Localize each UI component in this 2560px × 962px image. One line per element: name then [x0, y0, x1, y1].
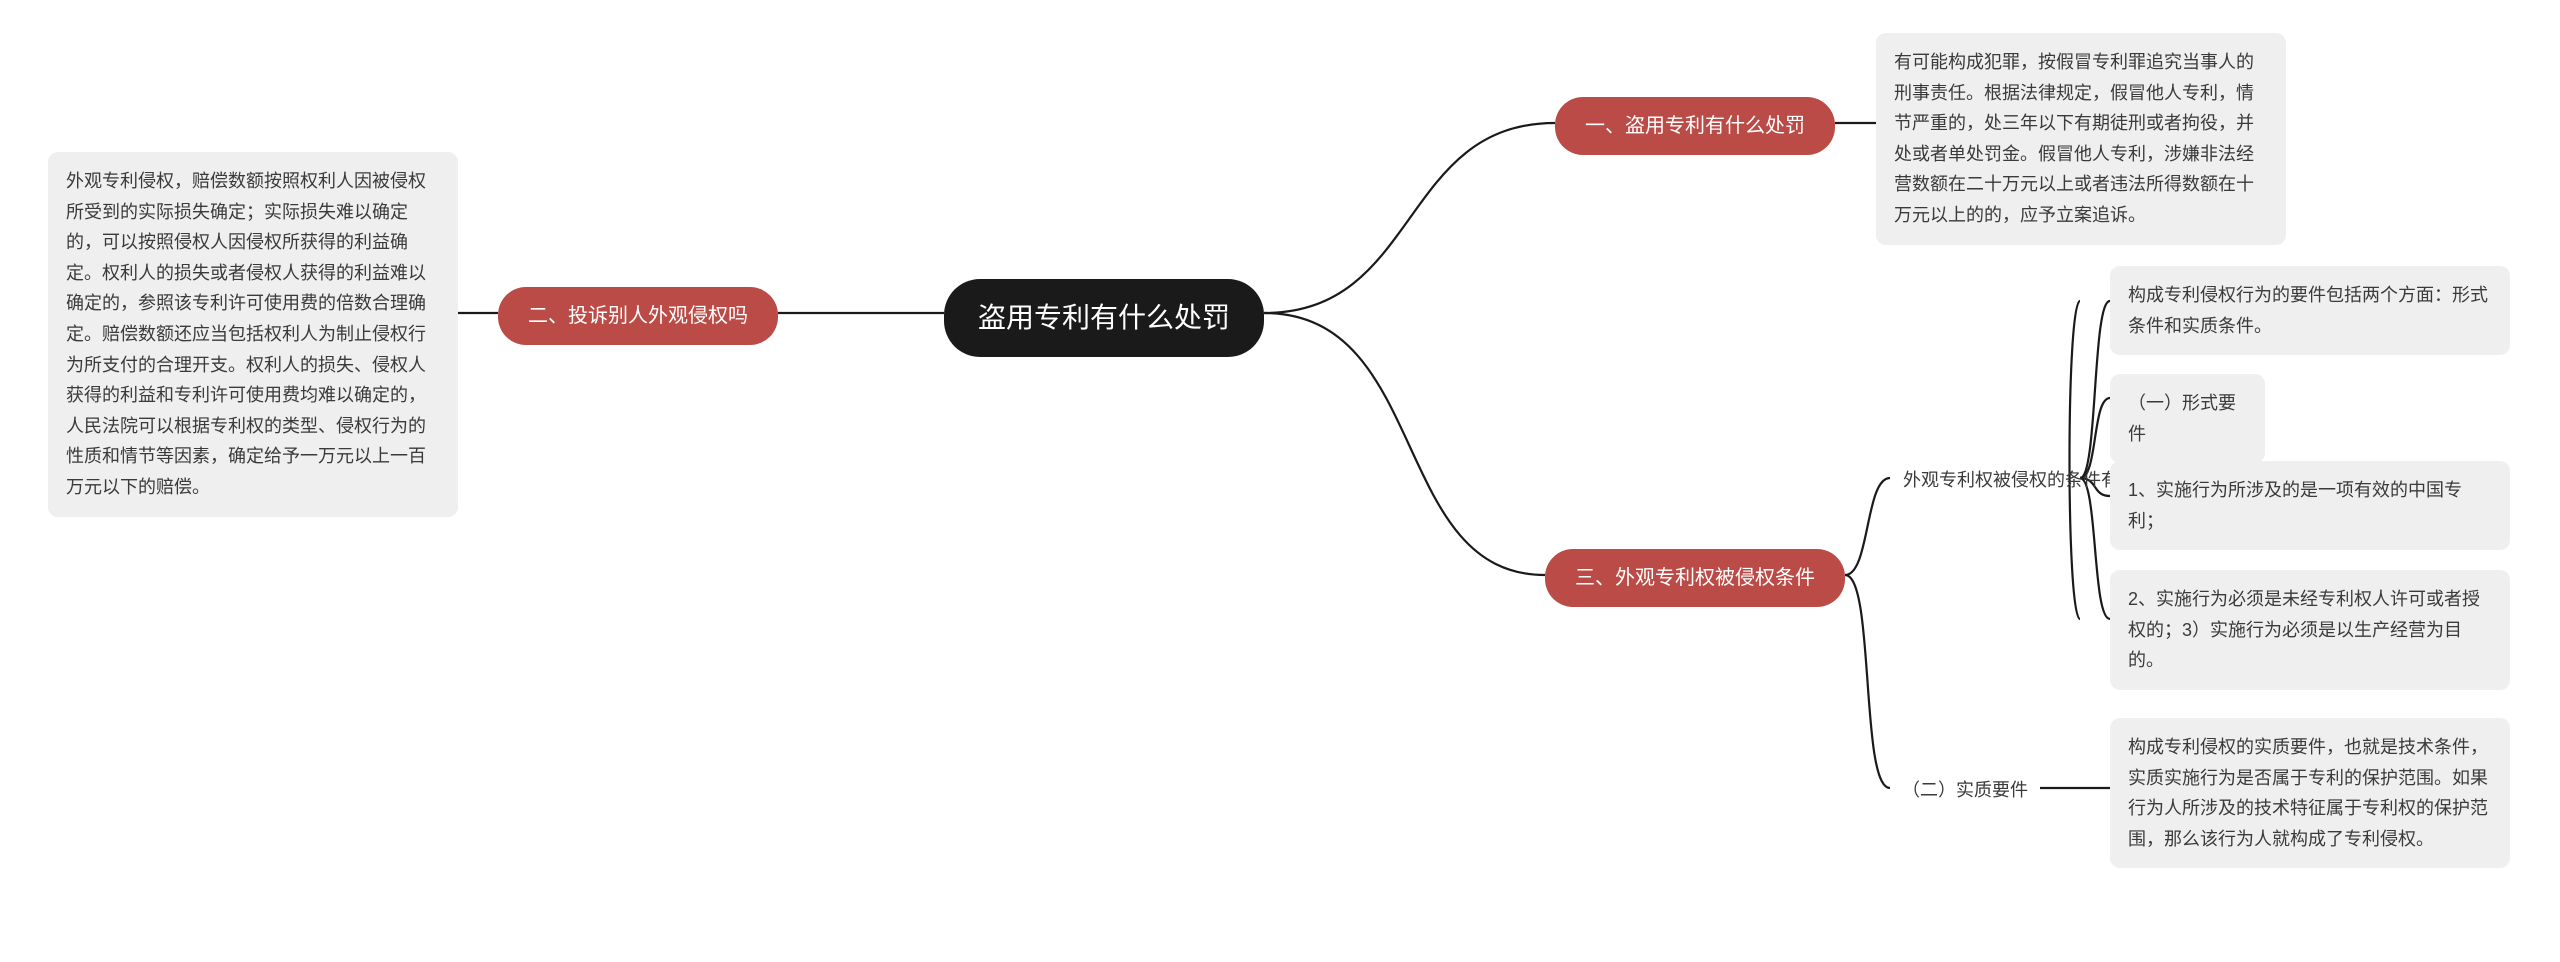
- label-node-substance: （二）实质要件: [1890, 773, 2040, 808]
- connector: [1845, 575, 1890, 788]
- connector: [1264, 123, 1555, 313]
- text-node-3-1: 构成专利侵权行为的要件包括两个方面：形式条件和实质条件。: [2110, 266, 2510, 355]
- text-node-3-3: 1、实施行为所涉及的是一项有效的中国专利；: [2110, 461, 2510, 550]
- connector: [2080, 301, 2110, 478]
- text-node-3-2: （一）形式要件: [2110, 374, 2265, 463]
- text-node-3-5: 构成专利侵权的实质要件，也就是技术条件，实质实施行为是否属于专利的保护范围。如果…: [2110, 718, 2510, 868]
- text-node-3-4: 2、实施行为必须是未经专利权人许可或者授权的；3）实施行为必须是以生产经营为目的…: [2110, 570, 2510, 690]
- branch-node-2: 二、投诉别人外观侵权吗: [498, 287, 778, 345]
- connector: [1264, 313, 1545, 575]
- connector: [2080, 478, 2110, 619]
- connector: [1845, 478, 1890, 575]
- branch-node-3: 三、外观专利权被侵权条件: [1545, 549, 1845, 607]
- center-node: 盗用专利有什么处罚: [944, 279, 1264, 357]
- branch-node-1: 一、盗用专利有什么处罚: [1555, 97, 1835, 155]
- text-node-2: 外观专利侵权，赔偿数额按照权利人因被侵权所受到的实际损失确定；实际损失难以确定的…: [48, 152, 458, 517]
- text-node-1: 有可能构成犯罪，按假冒专利罪追究当事人的刑事责任。根据法律规定，假冒他人专利，情…: [1876, 33, 2286, 245]
